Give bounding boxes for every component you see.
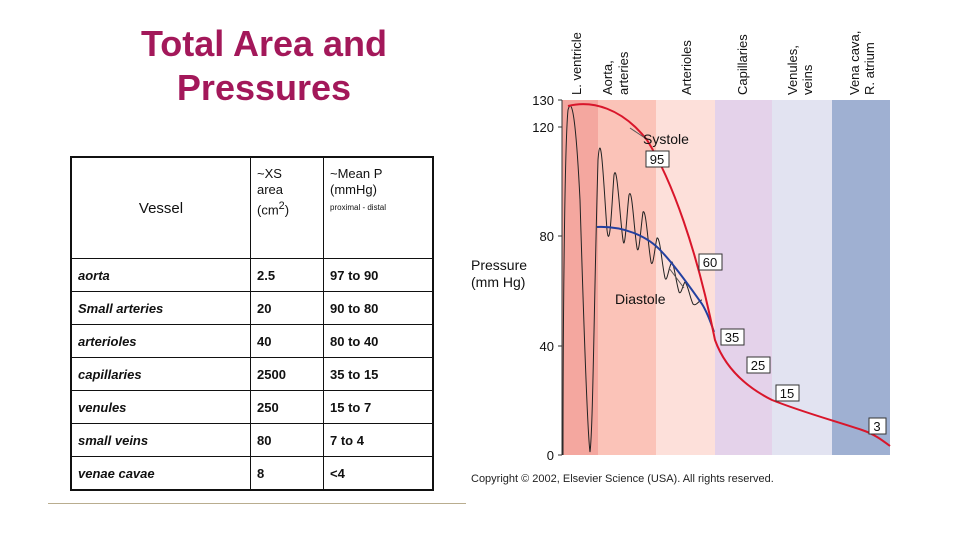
diastole-curve xyxy=(596,225,715,333)
page-title: Total Area and Pressures xyxy=(140,23,388,108)
region-label-aorta: Aorta, arteries xyxy=(600,51,631,95)
copyright-text: Copyright © 2002, Elsevier Science (USA)… xyxy=(471,473,774,485)
header-area: ~XS area (cm2) xyxy=(250,156,324,259)
header-pressure-line2: (mmHg) xyxy=(330,182,377,197)
table-row: arterioles 40 80 to 40 xyxy=(70,324,434,358)
header-area-close: ) xyxy=(284,202,290,218)
callout-95: 95 xyxy=(645,150,670,168)
table-row: venules 250 15 to 7 xyxy=(70,390,434,424)
callout-35-text: 35 xyxy=(725,330,739,345)
cell-vessel: venae cavae xyxy=(70,456,251,491)
region-band-venules xyxy=(772,100,832,455)
callout-60: 60 xyxy=(698,253,723,271)
callout-60-text: 60 xyxy=(703,255,717,270)
cell-area: 2.5 xyxy=(250,258,324,292)
callout-15: 15 xyxy=(775,384,800,402)
table-row: Small arteries 20 90 to 80 xyxy=(70,291,434,325)
y-ticks xyxy=(558,99,562,456)
region-label-capillaries: Capillaries xyxy=(735,34,750,95)
cell-pressure: 90 to 80 xyxy=(323,291,434,325)
header-pressure-sub: proximal - distal xyxy=(330,203,387,212)
region-label-arterioles: Arterioles xyxy=(679,40,694,95)
table-header-row: Vessel ~XS area (cm2) ~Mean P (mmHg) pro… xyxy=(70,156,434,259)
callout-25: 25 xyxy=(746,356,771,374)
cell-pressure: 7 to 4 xyxy=(323,423,434,457)
cell-area: 8 xyxy=(250,456,324,491)
region-label-aorta-line2: arteries xyxy=(616,51,631,95)
cell-area: 40 xyxy=(250,324,324,358)
y-axis-label-line1: Pressure xyxy=(471,257,527,273)
table-row: venae cavae 8 <4 xyxy=(70,456,434,491)
header-area-sup: 2 xyxy=(278,200,285,212)
systole-curve xyxy=(567,103,891,447)
cell-area: 2500 xyxy=(250,357,324,391)
callout-35-box xyxy=(720,328,745,346)
header-vessel: Vessel xyxy=(70,156,251,259)
region-label-venules: Venules, veins xyxy=(785,45,815,95)
cell-area: 250 xyxy=(250,390,324,424)
cell-pressure: <4 xyxy=(323,456,434,491)
table-row: small veins 80 7 to 4 xyxy=(70,423,434,457)
region-label-vena-cava: Vena cava, R. atrium xyxy=(847,31,877,95)
region-label-venules-line2: veins xyxy=(800,64,815,95)
cell-area: 80 xyxy=(250,423,324,457)
region-label-l-ventricle: L. ventricle xyxy=(569,32,584,95)
header-pressure: ~Mean P (mmHg) proximal - distal xyxy=(323,156,434,259)
header-pressure-line1: ~Mean P xyxy=(330,166,383,181)
callout-95-box xyxy=(645,150,670,168)
callout-60-box xyxy=(698,253,723,271)
cell-vessel: aorta xyxy=(70,258,251,292)
header-area-line3: (cm xyxy=(257,202,279,218)
footer-divider xyxy=(48,503,466,504)
region-label-vena-cava-line1: Vena cava, xyxy=(847,31,862,95)
cell-pressure: 35 to 15 xyxy=(323,357,434,391)
callout-35: 35 xyxy=(720,328,745,346)
y-axis-label-line2: (mm Hg) xyxy=(471,274,525,290)
cell-vessel: Small arteries xyxy=(70,291,251,325)
callout-25-text: 25 xyxy=(751,358,765,373)
table-row: capillaries 2500 35 to 15 xyxy=(70,357,434,391)
y-tick-label-0: 0 xyxy=(547,448,554,463)
cell-vessel: venules xyxy=(70,390,251,424)
diastole-leader xyxy=(668,267,685,289)
cell-area: 20 xyxy=(250,291,324,325)
y-tick-label-120: 120 xyxy=(532,120,554,135)
callout-95-text: 95 xyxy=(650,152,664,167)
callout-3: 3 xyxy=(868,417,887,435)
callout-3-text: 3 xyxy=(873,419,880,434)
systole-label: Systole xyxy=(643,131,689,147)
header-area-line2: area xyxy=(257,182,284,197)
region-band-capillaries xyxy=(715,100,772,455)
y-tick-label-130: 130 xyxy=(532,93,554,108)
systole-leader xyxy=(629,127,646,139)
header-area-line1: ~XS xyxy=(257,166,282,181)
y-tick-label-40: 40 xyxy=(540,339,554,354)
callout-15-box xyxy=(775,384,800,402)
cell-pressure: 97 to 90 xyxy=(323,258,434,292)
cell-vessel: arterioles xyxy=(70,324,251,358)
table-row: aorta 2.5 97 to 90 xyxy=(70,258,434,292)
vessel-table: Vessel ~XS area (cm2) ~Mean P (mmHg) pro… xyxy=(70,156,434,491)
region-label-vena-cava-line2: R. atrium xyxy=(862,42,877,95)
cell-vessel: small veins xyxy=(70,423,251,457)
cell-vessel: capillaries xyxy=(70,357,251,391)
region-label-aorta-line1: Aorta, xyxy=(600,60,615,95)
cell-pressure: 15 to 7 xyxy=(323,390,434,424)
callout-15-text: 15 xyxy=(780,386,794,401)
callout-3-box xyxy=(868,417,887,435)
region-label-venules-line1: Venules, xyxy=(785,45,800,95)
region-band-vena-cava xyxy=(832,100,890,455)
callout-25-box xyxy=(746,356,771,374)
pressure-figure: L. ventricle Aorta, arteries Arterioles … xyxy=(471,31,891,485)
y-tick-label-80: 80 xyxy=(540,229,554,244)
diastole-label: Diastole xyxy=(615,291,666,307)
cell-pressure: 80 to 40 xyxy=(323,324,434,358)
